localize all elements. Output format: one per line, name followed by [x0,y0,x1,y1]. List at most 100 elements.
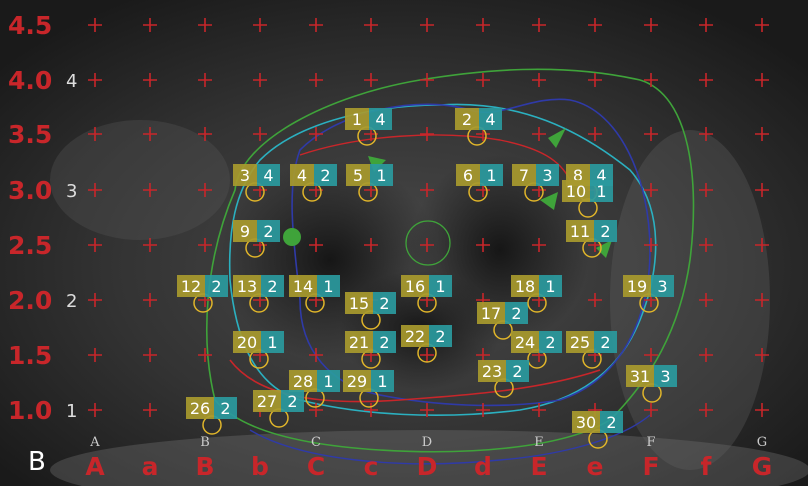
seed-number-box [511,331,539,353]
seed-number-box [233,331,261,353]
grid-cross-icon [364,403,378,417]
grid-cross-icon [532,238,546,252]
seed-count-box [317,275,340,297]
grid-cross-icon [476,73,490,87]
x-label-white: C [311,435,321,450]
seed-number: 2 [462,110,472,129]
bottom-echo-band [50,430,808,486]
grid-cross-icon [309,127,323,141]
seed-number: 8 [573,166,583,185]
x-label-white: B [200,435,210,450]
panel-label: B [28,447,46,477]
seed-number: 13 [237,277,257,296]
seed-count-box [505,302,528,324]
grid-cross-icon [198,18,212,32]
seed-count: 1 [545,277,555,296]
seed-count: 1 [486,166,496,185]
red-contour-upper [299,134,571,181]
seed-label: 30 2 [572,411,623,449]
red-contour [229,359,601,403]
grid-cross-icon [253,127,267,141]
seed-labels: 1 4 2 43 4 4 2 5 1 6 1 7 3 8 410 19 2 11 212 2 13 2 14 115 216 11… [177,108,677,449]
grid-cross-icon [143,238,157,252]
y-label-red: 3.0 [8,176,52,205]
seed-count-box [369,108,392,130]
x-label-red: e [587,452,604,481]
seed-count-box [257,220,280,242]
seed-count-box [429,325,452,347]
seed-number-box [233,220,257,242]
seed-number: 9 [240,222,250,241]
x-label-red: b [251,452,269,481]
seed-number: 3 [240,166,250,185]
template-grid [88,18,769,417]
grid-cross-icon [699,183,713,197]
x-label-red: G [752,452,773,481]
seed-number: 17 [481,304,501,323]
seed-count-box [205,275,228,297]
green-arrow-icon [596,240,612,258]
y-label-red: 4.0 [8,66,52,95]
grid-cross-icon [198,348,212,362]
seed-number-box [346,164,370,186]
grid-cross-icon [198,238,212,252]
seed-number-box [455,108,479,130]
seed-number: 26 [190,399,210,418]
seed-label: 15 2 [345,292,396,330]
seed-count: 4 [596,166,606,185]
seed-number: 1 [352,110,362,129]
seed-number: 19 [627,277,647,296]
seed-number: 21 [349,333,369,352]
seed-number: 10 [566,182,586,201]
seed-count: 4 [375,110,385,129]
seed-count-box [317,370,340,392]
seed-number-box [566,220,594,242]
grid-cross-icon [88,403,102,417]
seed-number: 7 [519,166,529,185]
grid-cross-icon [755,238,769,252]
y-label-red: 2.5 [8,231,52,260]
seed-number-box [456,164,480,186]
seed-number-box [290,164,314,186]
x-label-white: F [646,435,655,450]
grid-cross-icon [143,293,157,307]
grid-cross-icon [309,238,323,252]
grid-cross-icon [143,127,157,141]
grid-cross-icon [699,18,713,32]
seed-count: 2 [379,294,389,313]
grid-cross-icon [644,73,658,87]
y-label-red: 2.0 [8,286,52,315]
seed-count: 1 [323,372,333,391]
seed-count-box [261,331,284,353]
seed-count-box [651,275,674,297]
seed-label: 17 2 [477,302,528,340]
seed-count-box [370,164,393,186]
seed-count-box [594,331,617,353]
seed-count: 2 [320,166,330,185]
grid-cross-icon [476,348,490,362]
seed-count-box [600,411,623,433]
seed-number: 31 [630,367,650,386]
seed-label: 14 1 [289,275,340,313]
seed-number-box [345,108,369,130]
grid-cross-icon [588,18,602,32]
grid-cross-icon [755,127,769,141]
seed-label: 12 2 [177,275,228,313]
seed-number-box [566,331,594,353]
grid-cross-icon [88,238,102,252]
y-label-red: 1.0 [8,396,52,425]
seed-count-box [590,180,613,202]
seed-count-box [214,397,237,419]
seed-number: 4 [297,166,307,185]
grid-cross-icon [476,403,490,417]
seed-count-box [373,292,396,314]
grid-cross-icon [699,403,713,417]
grid-cross-icon [755,18,769,32]
seed-label: 27 2 [253,390,304,428]
seed-number: 23 [482,362,502,381]
x-label-red: c [364,452,379,481]
seed-number-box [626,365,654,387]
